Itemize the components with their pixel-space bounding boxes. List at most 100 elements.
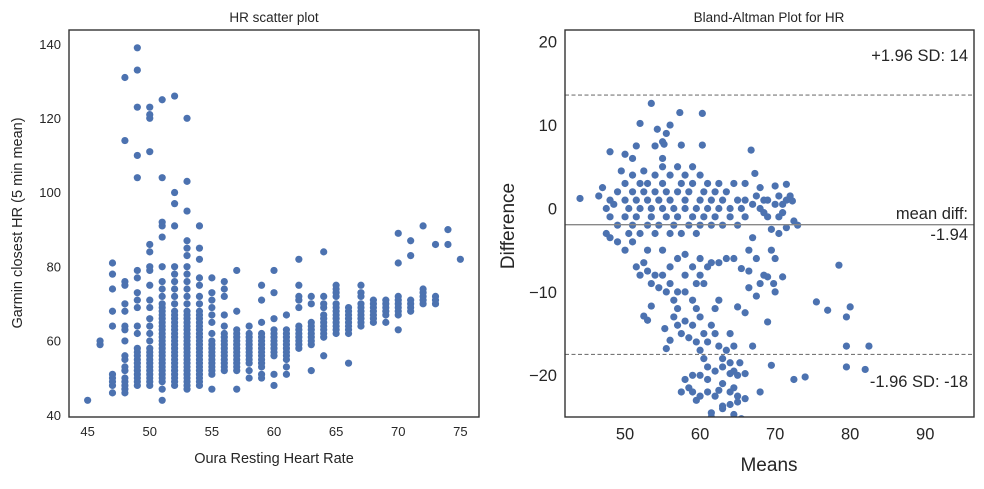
data-point [718,402,727,410]
data-point [598,184,607,192]
data-point [677,229,685,238]
data-point [121,374,129,382]
data-point [208,337,216,345]
data-point [730,179,738,188]
data-point [357,281,365,289]
data-point [681,196,689,204]
data-point [779,273,787,281]
data-point [676,108,684,117]
data-point [621,246,629,254]
data-point [307,367,315,375]
data-point [662,188,670,196]
data-point [183,244,191,252]
ba-y-ticks: −20 −10 0 10 20 [529,34,557,386]
data-point [711,418,718,425]
data-point [677,388,685,396]
data-point [613,188,622,196]
data-point [715,342,723,350]
data-point [658,154,667,163]
y-tick-label: 10 [539,117,557,135]
data-point [195,281,204,289]
data-point [747,146,755,154]
data-point [767,361,775,369]
data-point [681,250,689,258]
data-point [208,385,216,393]
data-point [295,292,303,301]
data-point [632,142,640,150]
data-point [643,316,652,324]
x-tick-label: 75 [453,424,467,439]
data-point [775,229,783,238]
data-point [666,229,674,238]
data-point [767,225,775,233]
data-point [666,171,674,179]
data-point [133,322,141,330]
data-point [692,304,700,313]
data-point [270,326,278,334]
data-point [108,389,117,397]
data-point [295,322,303,330]
data-point [745,284,753,292]
data-point [220,285,228,293]
ba-x-label: Means [740,455,797,476]
bland-altman-panel: Bland-Altman Plot for HR +1.96 SD: 14 me… [498,10,975,476]
data-point [146,148,154,156]
data-point [715,259,723,267]
data-point [183,114,191,122]
x-tick-label: 70 [391,424,405,439]
data-point [666,336,674,344]
data-point [133,344,141,352]
y-tick-label: 40 [47,408,61,423]
data-point [730,367,738,375]
data-point [183,263,191,271]
data-point [703,179,712,188]
data-point [171,307,179,315]
data-point [171,277,179,286]
data-point [764,273,772,281]
data-point [812,298,821,306]
data-point [158,233,166,241]
data-point [195,300,204,308]
data-point [673,321,682,329]
data-point [158,218,166,226]
data-point [171,300,179,308]
data-point [108,285,117,293]
data-point [681,171,689,179]
data-point [651,171,659,179]
data-point [738,415,745,417]
data-point [171,292,179,301]
data-point [696,196,704,204]
data-point [698,109,706,118]
data-point [655,284,663,292]
data-point [108,307,117,315]
data-point [295,303,303,312]
x-tick-label: 70 [766,426,784,444]
data-point [737,264,745,273]
data-point [711,329,719,338]
data-point [722,254,730,263]
data-point [700,279,708,288]
data-point [208,296,216,304]
data-point [703,204,712,213]
data-point [133,274,141,282]
data-point [625,204,633,213]
data-point [320,311,328,319]
data-point [647,279,655,288]
data-point [270,289,278,297]
data-point [842,313,851,321]
data-point [711,304,719,313]
data-point [146,303,154,312]
data-point [752,254,760,263]
data-point [662,213,670,221]
data-point [666,279,674,288]
data-point [703,388,712,396]
mean-diff-label-line2: -1.94 [930,226,968,244]
data-point [158,285,166,293]
data-point [711,213,719,221]
data-point [257,318,266,326]
data-point [842,363,851,371]
data-point [651,271,659,279]
data-point [133,296,141,304]
data-point [121,300,129,308]
data-point [344,303,353,312]
